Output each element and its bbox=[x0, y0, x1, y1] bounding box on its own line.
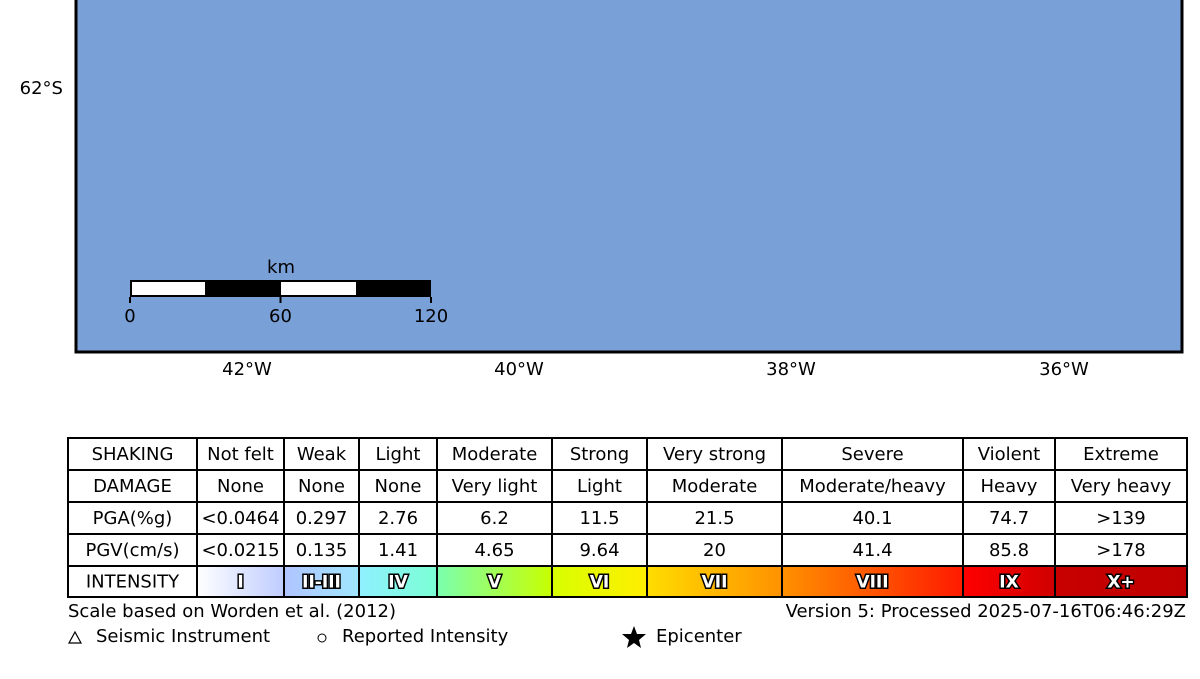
table-text: 6.2 bbox=[480, 508, 509, 529]
table-text: None bbox=[375, 476, 422, 497]
intensity-label: VII bbox=[702, 573, 728, 593]
legend-label: Seismic Instrument bbox=[96, 626, 270, 647]
table-text: 85.8 bbox=[989, 540, 1029, 561]
table-cell bbox=[1054, 533, 1188, 567]
map-area bbox=[74, 0, 1184, 354]
table-text: Moderate bbox=[452, 444, 538, 465]
version: Version 5: Processed 2025-07-16T06:46:29… bbox=[786, 601, 1186, 622]
table-text: >178 bbox=[1096, 540, 1145, 561]
scale-tick-label: 60 bbox=[269, 306, 292, 327]
scale-tick-label: 120 bbox=[414, 306, 448, 327]
table-cell bbox=[358, 533, 438, 567]
table-cell bbox=[1054, 565, 1188, 598]
table-text: <0.0215 bbox=[201, 540, 279, 561]
instrument-icon bbox=[67, 630, 83, 644]
table-text: 11.5 bbox=[579, 508, 619, 529]
table-text: <0.0464 bbox=[201, 508, 279, 529]
lon-label: 36°W bbox=[1039, 359, 1089, 380]
intensity-label: V bbox=[488, 573, 502, 593]
table-text: 41.4 bbox=[852, 540, 892, 561]
table-cell bbox=[646, 437, 783, 471]
table-text: >139 bbox=[1096, 508, 1145, 529]
legend-label: Epicenter bbox=[656, 626, 742, 647]
scale-bar: km bbox=[130, 257, 431, 297]
table-text: 9.64 bbox=[579, 540, 619, 561]
table-text: Violent bbox=[978, 444, 1040, 465]
table-text: Light bbox=[376, 444, 421, 465]
table-text: Extreme bbox=[1083, 444, 1159, 465]
table-text: 74.7 bbox=[989, 508, 1029, 529]
lat-label: 62°S bbox=[20, 78, 63, 99]
table-text: None bbox=[217, 476, 264, 497]
credit: Scale based on Worden et al. (2012) bbox=[68, 601, 396, 622]
table-text: Very heavy bbox=[1071, 476, 1172, 497]
intensity-icon bbox=[317, 633, 327, 643]
table-text: Weak bbox=[297, 444, 347, 465]
table-cell bbox=[551, 501, 648, 535]
table-cell bbox=[962, 565, 1056, 598]
table-text: None bbox=[298, 476, 345, 497]
intensity-label: VI bbox=[590, 573, 609, 593]
table-cell bbox=[646, 501, 783, 535]
table-cell bbox=[551, 565, 648, 598]
scale-unit: km bbox=[267, 257, 295, 278]
table-cell bbox=[283, 469, 360, 503]
lon-label: 40°W bbox=[494, 359, 544, 380]
table-text: 0.297 bbox=[296, 508, 348, 529]
table-text: Strong bbox=[570, 444, 629, 465]
lon-label: 42°W bbox=[222, 359, 272, 380]
table-text: 0.135 bbox=[296, 540, 348, 561]
table-cell bbox=[196, 469, 285, 503]
table-cell bbox=[962, 437, 1056, 471]
table-text: 2.76 bbox=[378, 508, 418, 529]
legend-label: Reported Intensity bbox=[342, 626, 509, 647]
table-text: 1.41 bbox=[378, 540, 418, 561]
table-cell bbox=[196, 533, 285, 567]
intensity-label: VIII bbox=[856, 573, 888, 593]
table-text: Light bbox=[577, 476, 622, 497]
table-text: PGV(cm/s) bbox=[85, 540, 179, 561]
intensity-label: II-III bbox=[302, 573, 341, 593]
table-text: Moderate bbox=[672, 476, 758, 497]
table-text: 20 bbox=[703, 540, 726, 561]
table-cell bbox=[646, 565, 783, 598]
scale-tick-label: 0 bbox=[124, 306, 135, 327]
table-text: Heavy bbox=[981, 476, 1038, 497]
intensity-label: IX bbox=[999, 573, 1018, 593]
lon-label: 38°W bbox=[766, 359, 816, 380]
table-text: 4.65 bbox=[474, 540, 514, 561]
table-text: Not felt bbox=[207, 444, 274, 465]
table-cell bbox=[1054, 437, 1188, 471]
table-text: Very light bbox=[452, 476, 538, 497]
table-text: Moderate/heavy bbox=[799, 476, 946, 497]
table-text: 40.1 bbox=[852, 508, 892, 529]
table-cell bbox=[436, 565, 553, 598]
table-text: PGA(%g) bbox=[93, 508, 173, 529]
table-cell bbox=[436, 533, 553, 567]
table-cell bbox=[781, 437, 964, 471]
epicenter-icon bbox=[622, 626, 646, 648]
table-text: SHAKING bbox=[92, 444, 174, 465]
table-text: 21.5 bbox=[694, 508, 734, 529]
intensity-label: X+ bbox=[1107, 573, 1134, 593]
table-cell bbox=[551, 533, 648, 567]
table-text: Very strong bbox=[663, 444, 766, 465]
table-text: DAMAGE bbox=[93, 476, 172, 497]
table-cell bbox=[551, 469, 648, 503]
table-text: Severe bbox=[841, 444, 903, 465]
intensity-label: I bbox=[237, 573, 243, 593]
intensity-label: IV bbox=[388, 573, 408, 593]
table-cell bbox=[1054, 501, 1188, 535]
table-text: INTENSITY bbox=[86, 572, 180, 593]
table-cell bbox=[781, 501, 964, 535]
